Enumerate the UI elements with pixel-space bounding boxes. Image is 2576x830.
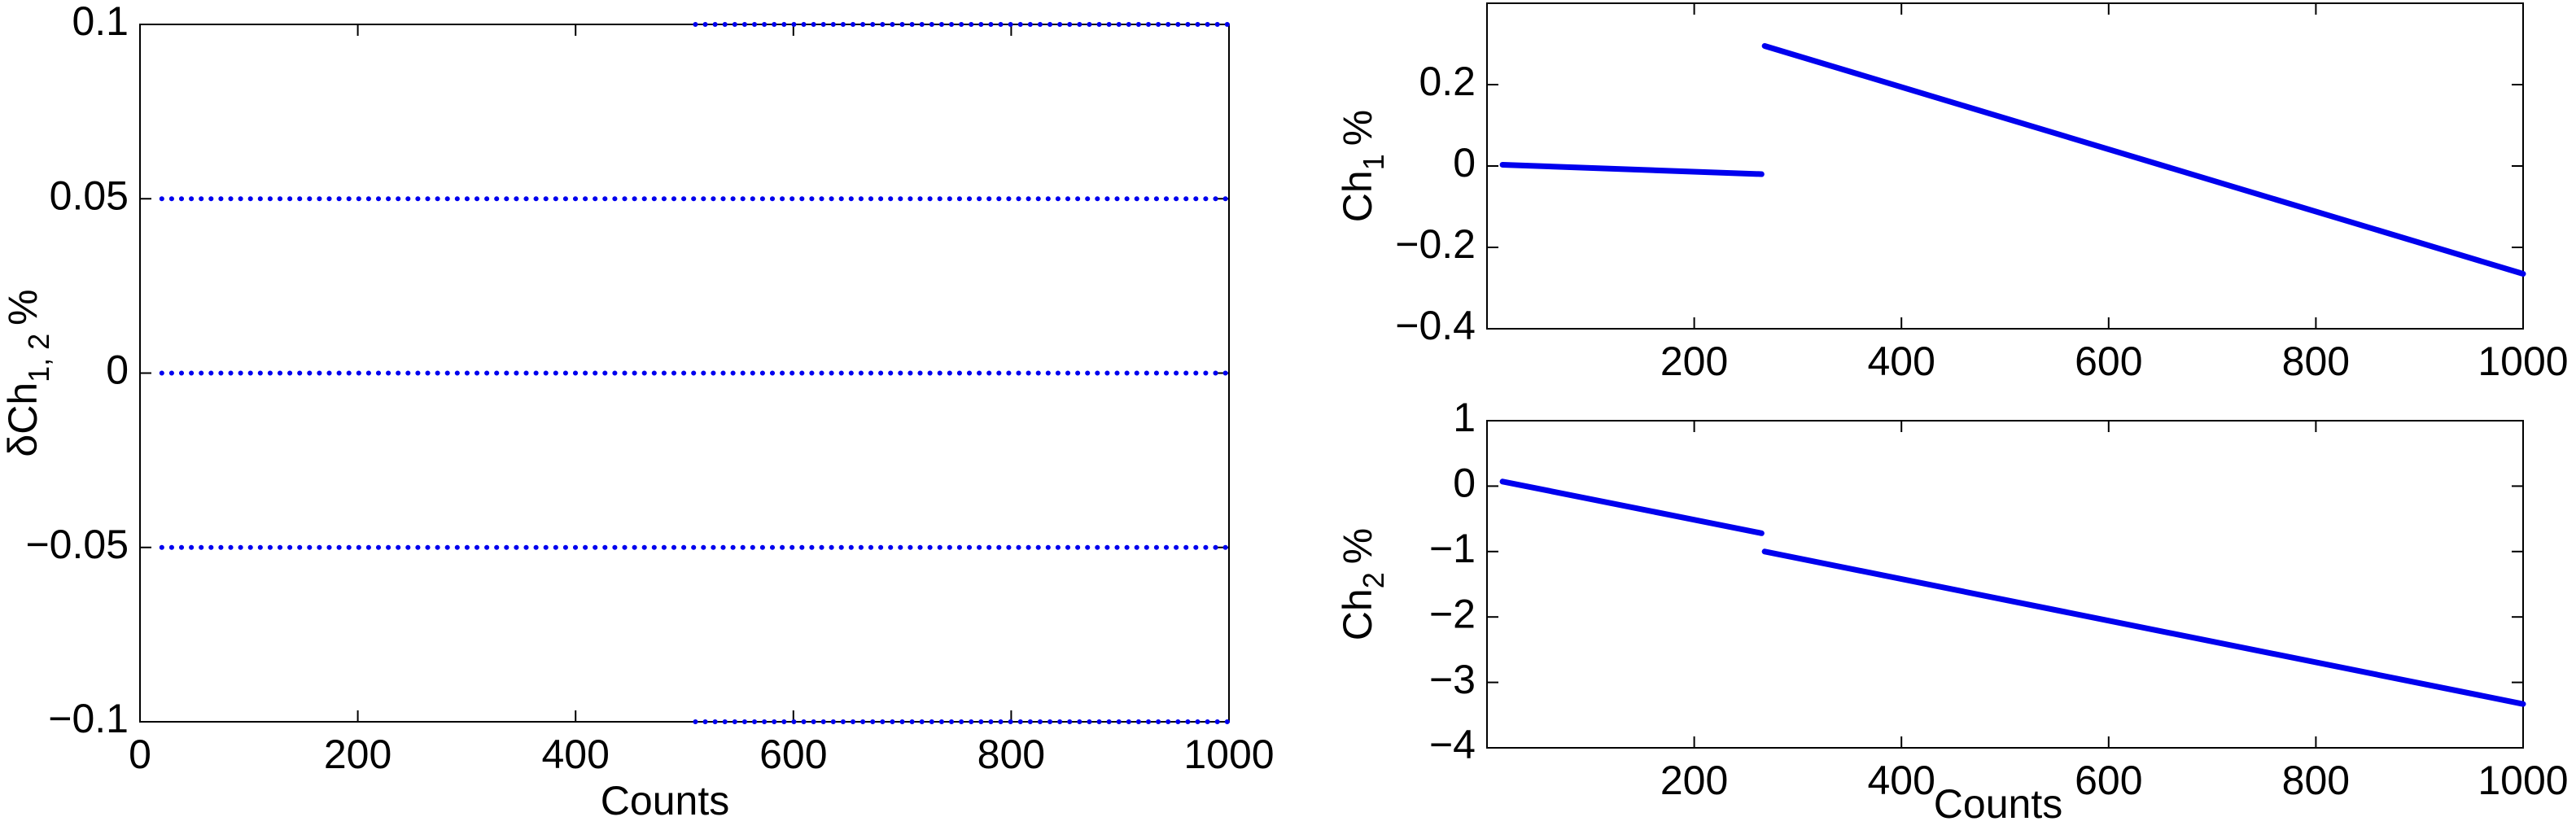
- x-tick-label: 1000: [1183, 732, 1274, 777]
- x-tick-label: 200: [324, 732, 391, 777]
- y-tick-label: −2: [1429, 591, 1476, 636]
- x-tick-label: 1000: [2478, 758, 2568, 803]
- y-tick-label: 1: [1453, 395, 1476, 440]
- y-tick-label: 0.05: [50, 173, 129, 218]
- y-axis-label: Ch2%: [1335, 528, 1389, 640]
- panel: 0 200 400 600 800 1000 −0.1 −0.05 0 0.05 0.1 Counts…: [0, 0, 1274, 823]
- x-tick-label: 800: [977, 732, 1045, 777]
- y-label-sub: 1: [1357, 154, 1390, 170]
- y-tick-label: 0: [1453, 140, 1476, 186]
- y-tick-label: −3: [1429, 657, 1476, 702]
- y-tick-label: −0.1: [48, 696, 129, 741]
- x-tick-label: 400: [1867, 758, 1935, 803]
- y-tick-label: −1: [1429, 526, 1476, 571]
- y-tick-label: 0: [1453, 461, 1476, 506]
- y-tick-label: −0.4: [1395, 303, 1476, 348]
- y-tick-label: −0.05: [25, 522, 129, 567]
- x-tick-label: 800: [2282, 758, 2350, 803]
- y-tick-label: −4: [1429, 722, 1476, 767]
- y-label-sub: 2: [1357, 572, 1390, 588]
- x-tick-label: 400: [541, 732, 609, 777]
- x-axis-label: Counts: [1934, 781, 2062, 827]
- data-line: [1499, 162, 1765, 177]
- y-tick-label: 0.2: [1419, 59, 1476, 104]
- y-label-text: Ch: [1335, 170, 1380, 222]
- x-tick-label: 600: [2075, 339, 2142, 384]
- y-tick-label: 0: [106, 347, 129, 393]
- y-tick-label: 0.1: [72, 0, 129, 44]
- panel: 200 400 600 800 1000 −0.4 −0.2 0 0.2 Ch1%: [1335, 2, 2569, 384]
- data-line: [1499, 478, 1765, 536]
- y-label-text: Ch: [1335, 588, 1380, 640]
- x-tick-label: 200: [1660, 339, 1728, 384]
- y-label-text: δCh: [0, 382, 46, 457]
- y-label-suffix: %: [1335, 528, 1380, 564]
- x-tick-label: 800: [2282, 339, 2350, 384]
- data-line: [1761, 548, 2526, 707]
- x-tick-label: 1000: [2478, 339, 2568, 384]
- y-label-suffix: %: [1335, 110, 1380, 146]
- x-tick-label: 0: [129, 732, 151, 777]
- y-axis-label: δCh1, 2%: [0, 289, 55, 456]
- y-label-suffix: %: [0, 289, 46, 325]
- x-tick-label: 400: [1867, 339, 1935, 384]
- x-tick-label: 200: [1660, 758, 1728, 803]
- y-tick-label: −0.2: [1395, 221, 1476, 267]
- x-tick-label: 600: [2075, 758, 2142, 803]
- panel: 200 400 600 800 1000 −4 −3 −2 −1 0 1 Counts Ch2%: [1335, 395, 2568, 827]
- y-axis-label: Ch1%: [1335, 110, 1389, 222]
- y-label-sub: 1, 2: [22, 334, 55, 382]
- x-axis-label: Counts: [601, 778, 729, 823]
- data-line: [1761, 43, 2526, 277]
- axes-box: [1486, 2, 2524, 330]
- axes-box: [1486, 420, 2524, 749]
- x-tick-label: 600: [759, 732, 827, 777]
